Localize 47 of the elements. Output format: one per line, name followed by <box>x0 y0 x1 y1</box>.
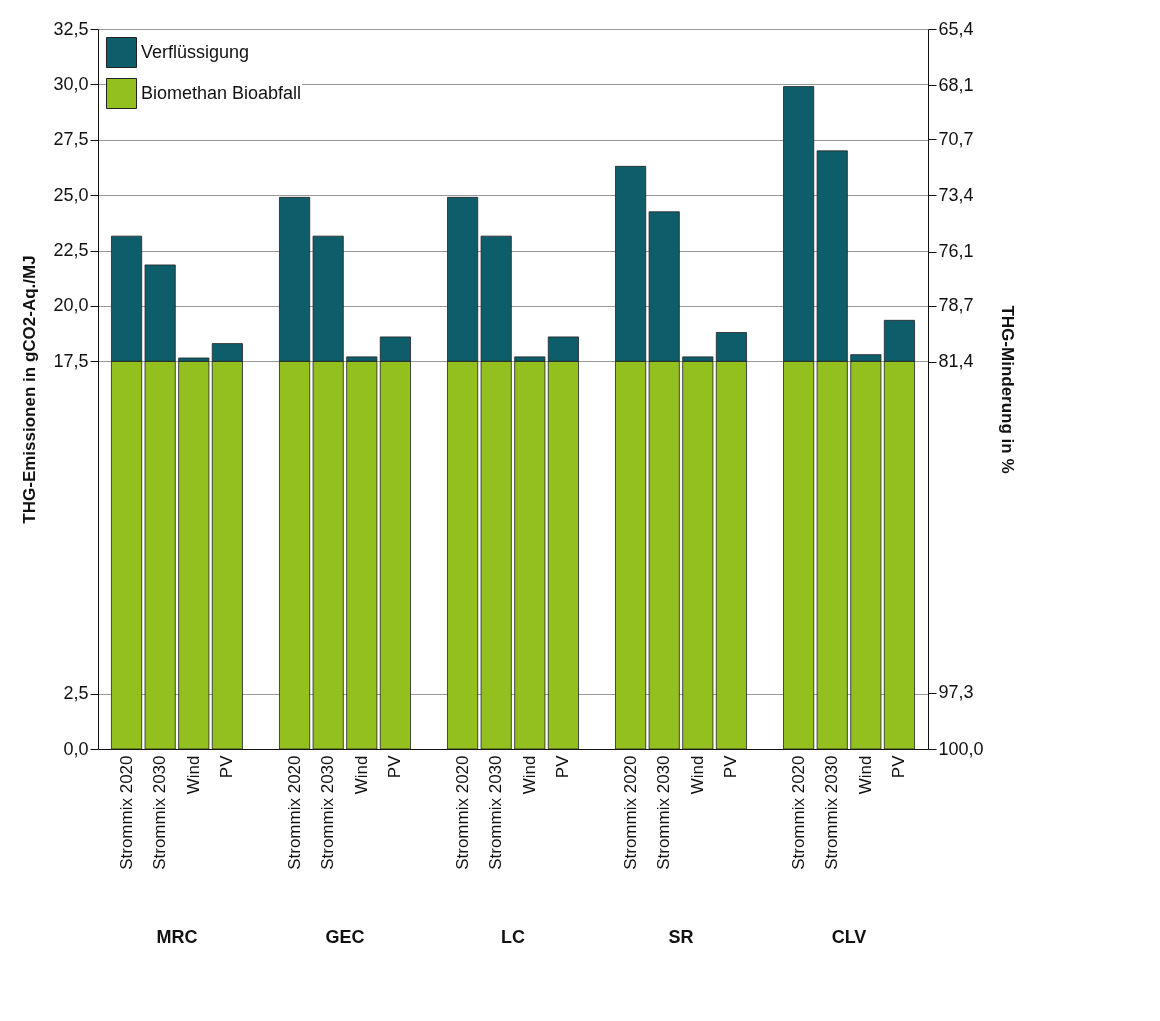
y-axis-title: THG-Emissionen in gCO2-Aq./MJ <box>20 255 40 524</box>
y-tick-label: 22,5 <box>53 240 89 261</box>
x-tick-label: Strommix 2030 <box>654 755 674 870</box>
text: LC <box>501 927 525 947</box>
y-tick-label: 32,5 <box>53 18 89 39</box>
y-tick-label: 30,0 <box>53 73 89 94</box>
x-tick-label: Strommix 2020 <box>284 755 304 870</box>
y2-tick-label: 70,7 <box>938 128 974 149</box>
x-tick-label: Strommix 2030 <box>486 755 506 870</box>
text: CLV <box>831 927 867 947</box>
y-tick-label: 27,5 <box>53 129 89 150</box>
x-tick-label: Strommix 2020 <box>620 755 640 870</box>
y-tick-label: 17,5 <box>53 350 89 371</box>
y-tick-label: 20,0 <box>53 295 89 316</box>
y2-tick-label: 73,4 <box>938 184 974 205</box>
x-tick-label: Strommix 2020 <box>788 755 808 870</box>
y-tick-label: 25,0 <box>53 184 89 205</box>
y-tick-label: 2,5 <box>63 683 89 704</box>
y2-tick-label: 81,4 <box>938 351 974 372</box>
x-tick-label: PV <box>385 754 405 779</box>
legend-label: Verflüssigung <box>141 41 250 62</box>
x-tick-label: Wind <box>351 755 371 795</box>
y2-tick-label: 100,0 <box>938 738 984 759</box>
legend-label: Biomethan Bioabfall <box>141 82 302 103</box>
x-tick-label: PV <box>553 754 573 779</box>
y2-tick-label: 76,1 <box>938 241 974 262</box>
x-tick-label: Wind <box>687 755 707 795</box>
y2-axis-title: THG-Minderung in % <box>997 305 1017 474</box>
x-tick-label: Strommix 2030 <box>318 755 338 870</box>
x-tick-label: Strommix 2030 <box>822 755 842 870</box>
x-tick-label: Strommix 2030 <box>150 755 170 870</box>
y2-tick-label: 65,4 <box>938 18 974 39</box>
x-tick-label: PV <box>721 754 741 779</box>
text: SR <box>668 927 694 947</box>
y2-tick-label: 68,1 <box>938 74 974 95</box>
y-tick-label: 0,0 <box>63 738 89 759</box>
y2-tick-label: 78,7 <box>938 295 974 316</box>
x-tick-label: Wind <box>519 755 539 795</box>
x-tick-label: PV <box>217 754 237 779</box>
x-tick-label: Strommix 2020 <box>116 755 136 870</box>
text: MRC <box>156 927 198 947</box>
x-tick-label: PV <box>889 754 909 779</box>
y2-tick-label: 97,3 <box>938 682 974 703</box>
x-tick-label: Wind <box>855 755 875 795</box>
x-tick-label: Wind <box>183 755 203 795</box>
x-tick-label: Strommix 2020 <box>452 755 472 870</box>
text: GEC <box>325 927 365 947</box>
